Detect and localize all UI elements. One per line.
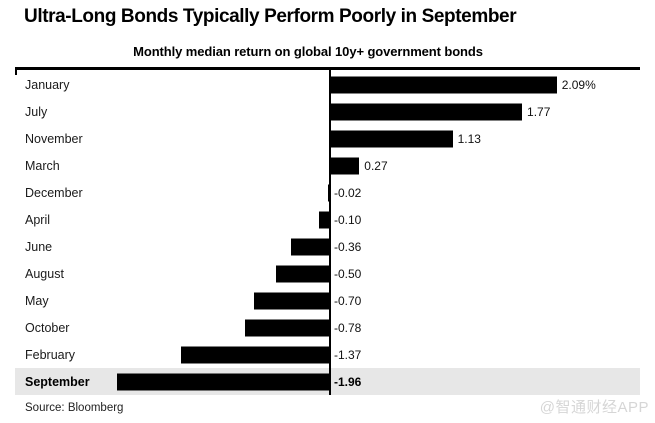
bar — [245, 319, 330, 337]
bar — [117, 373, 330, 391]
value-label: 1.77 — [527, 105, 551, 120]
bar — [330, 76, 557, 94]
bar-row: October -0.78 — [0, 314, 655, 341]
zero-axis-line — [329, 70, 331, 395]
category-label: November — [25, 132, 83, 147]
bar-row: August -0.50 — [0, 260, 655, 287]
category-label: March — [25, 159, 60, 174]
category-label: September — [25, 374, 90, 389]
value-label: -0.70 — [334, 293, 362, 308]
value-label: -1.96 — [334, 374, 362, 389]
value-label: -0.10 — [334, 213, 362, 228]
axis-left-tick — [15, 70, 17, 75]
category-label: May — [25, 293, 49, 308]
bar — [181, 346, 330, 364]
bar — [275, 265, 330, 283]
bar-row: July 1.77 — [0, 99, 655, 126]
category-label: December — [25, 186, 83, 201]
value-label: 0.27 — [364, 159, 388, 174]
category-label: January — [25, 78, 70, 93]
value-label: -0.78 — [334, 320, 362, 335]
bar — [330, 157, 360, 175]
bar-row: February -1.37 — [0, 341, 655, 368]
watermark-text: @智通财经APP — [539, 399, 649, 416]
category-label: February — [25, 347, 76, 362]
bar-row: March 0.27 — [0, 153, 655, 180]
value-label: 1.13 — [457, 132, 481, 147]
bar-row: December -0.02 — [0, 180, 655, 207]
category-label: October — [25, 320, 70, 335]
bar-row: September -1.96 — [0, 368, 655, 395]
value-label: -0.50 — [334, 266, 362, 281]
bar-row: January 2.09% — [0, 72, 655, 99]
bar — [330, 103, 523, 121]
chart-title: Ultra-Long Bonds Typically Perform Poorl… — [24, 6, 517, 27]
category-label: June — [25, 239, 53, 254]
chart-subtitle: Monthly median return on global 10y+ gov… — [133, 44, 483, 59]
bar — [319, 211, 330, 229]
bar — [327, 184, 330, 202]
bar — [254, 292, 330, 310]
value-label: -1.37 — [334, 347, 362, 362]
value-label: -0.36 — [334, 239, 362, 254]
category-label: April — [25, 213, 51, 228]
bar-row: May -0.70 — [0, 287, 655, 314]
category-label: August — [25, 266, 64, 281]
bar-row: June -0.36 — [0, 234, 655, 261]
bar-row: April -0.10 — [0, 207, 655, 234]
bar-rows: January 2.09% July 1.77 November 1.13 March 0.2… — [0, 72, 655, 395]
value-label: -0.02 — [334, 186, 362, 201]
bar — [290, 238, 330, 256]
bar-row: November 1.13 — [0, 126, 655, 153]
value-label: 2.09% — [561, 78, 596, 93]
category-label: July — [25, 105, 48, 120]
bar — [330, 130, 453, 148]
top-rule — [15, 67, 640, 70]
source-text: Source: Bloomberg — [25, 402, 124, 414]
